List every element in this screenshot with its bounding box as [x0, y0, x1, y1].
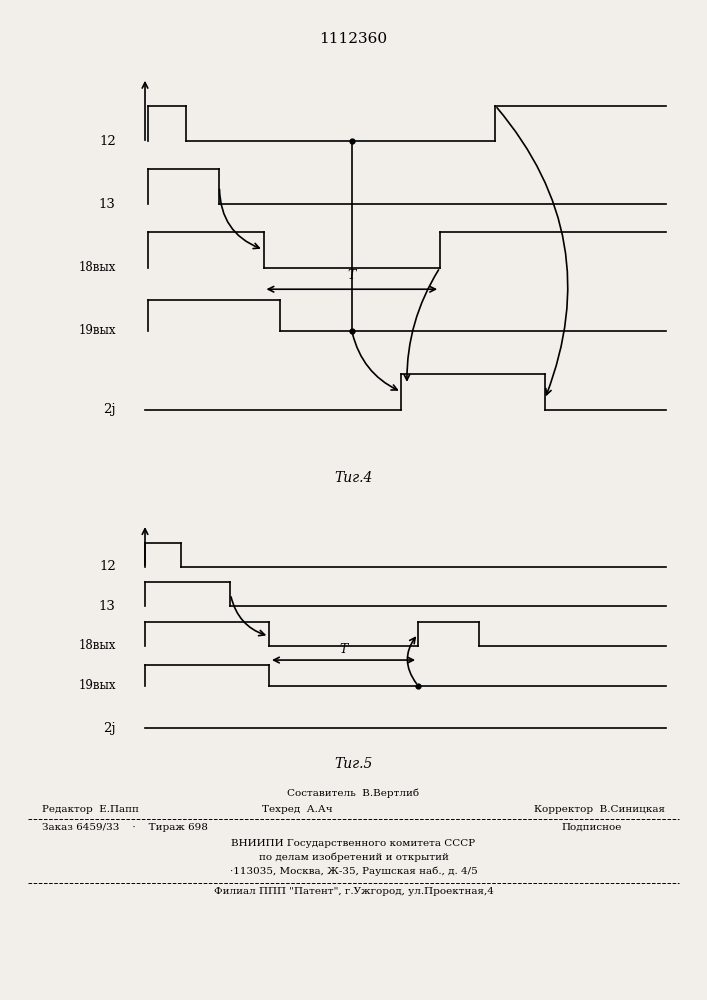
Text: Составитель  В.Вертлиб: Составитель В.Вертлиб [288, 788, 419, 798]
Text: по делам изобретений и открытий: по делам изобретений и открытий [259, 853, 448, 862]
Text: Τиг.5: Τиг.5 [334, 757, 373, 771]
Text: 12: 12 [99, 560, 116, 573]
Text: ·113035, Москва, Ж-35, Раушская наб., д. 4/5: ·113035, Москва, Ж-35, Раушская наб., д.… [230, 867, 477, 876]
Text: Подписное: Подписное [562, 823, 622, 832]
Text: Техред  А.Ач: Техред А.Ач [262, 805, 332, 814]
Text: Корректор  В.Синицкая: Корректор В.Синицкая [534, 805, 665, 814]
Text: 19вых: 19вых [78, 679, 116, 692]
Text: 18вых: 18вых [78, 261, 116, 274]
Text: 2j: 2j [103, 403, 116, 416]
Text: 18вых: 18вых [78, 639, 116, 652]
Text: Филиал ППП "Патент", г.Ужгород, ул.Проектная,4: Филиал ППП "Патент", г.Ужгород, ул.Проек… [214, 887, 493, 896]
Text: 13: 13 [99, 198, 116, 211]
Text: ВНИИПИ Государственного комитета СССР: ВНИИПИ Государственного комитета СССР [231, 839, 476, 848]
Text: 12: 12 [99, 135, 116, 148]
Text: 2j: 2j [103, 722, 116, 735]
Text: 19вых: 19вых [78, 324, 116, 337]
Text: T: T [348, 269, 356, 282]
Text: T: T [339, 643, 348, 656]
Text: Редактор  Е.Папп: Редактор Е.Папп [42, 805, 139, 814]
Text: 13: 13 [99, 600, 116, 613]
Text: Заказ 6459/33    ·    Тираж 698: Заказ 6459/33 · Тираж 698 [42, 823, 209, 832]
Text: 1112360: 1112360 [320, 32, 387, 46]
Text: Τиг.4: Τиг.4 [334, 471, 373, 485]
